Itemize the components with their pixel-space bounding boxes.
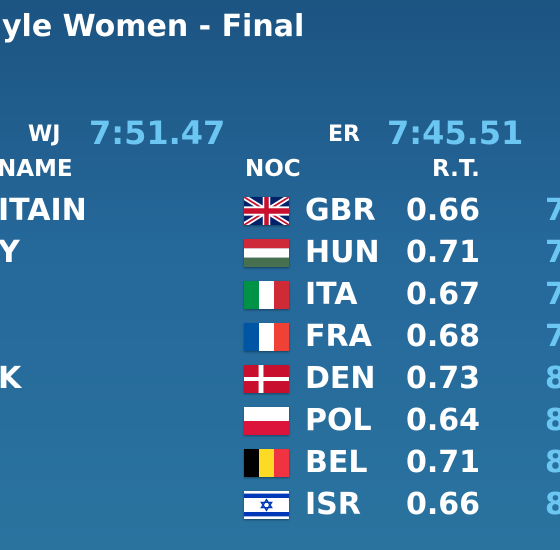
column-header: R.T.	[432, 156, 480, 182]
noc: GBR	[305, 193, 376, 228]
flag	[244, 365, 289, 393]
flag	[244, 323, 289, 351]
athlete-name: K	[0, 361, 22, 396]
column-header: NAME	[0, 156, 73, 182]
noc: BEL	[305, 445, 368, 480]
athlete-name: ITAIN	[0, 193, 87, 228]
record-time: 7:51.47	[89, 114, 226, 152]
flag	[244, 239, 289, 267]
final-time: 7	[545, 319, 560, 354]
reaction-time: 0.67	[406, 277, 481, 312]
noc: DEN	[305, 361, 376, 396]
title: yle Women - Final	[2, 9, 305, 44]
flag	[244, 197, 289, 225]
noc: ISR	[305, 487, 361, 522]
reaction-time: 0.71	[406, 235, 481, 270]
athlete-name: Y	[0, 235, 20, 270]
final-time: 7	[545, 235, 560, 270]
final-time: 7	[545, 193, 560, 228]
column-header: NOC	[245, 156, 301, 182]
final-time: 8	[545, 487, 560, 522]
reaction-time: 0.64	[406, 403, 481, 438]
flag	[244, 491, 289, 519]
flag	[244, 281, 289, 309]
flag	[244, 449, 289, 477]
noc: POL	[305, 403, 372, 438]
noc: ITA	[305, 277, 358, 312]
final-time: 8	[545, 445, 560, 480]
record-time: 7:45.51	[387, 114, 524, 152]
noc: FRA	[305, 319, 372, 354]
reaction-time: 0.68	[406, 319, 481, 354]
reaction-time: 0.66	[406, 487, 481, 522]
noc: HUN	[305, 235, 380, 270]
final-time: 7	[545, 277, 560, 312]
reaction-time: 0.66	[406, 193, 481, 228]
record-label: ER	[328, 122, 360, 147]
reaction-time: 0.73	[406, 361, 481, 396]
final-time: 8	[545, 403, 560, 438]
final-time: 8	[545, 361, 560, 396]
reaction-time: 0.71	[406, 445, 481, 480]
record-label: WJ	[28, 122, 61, 147]
flag	[244, 407, 289, 435]
